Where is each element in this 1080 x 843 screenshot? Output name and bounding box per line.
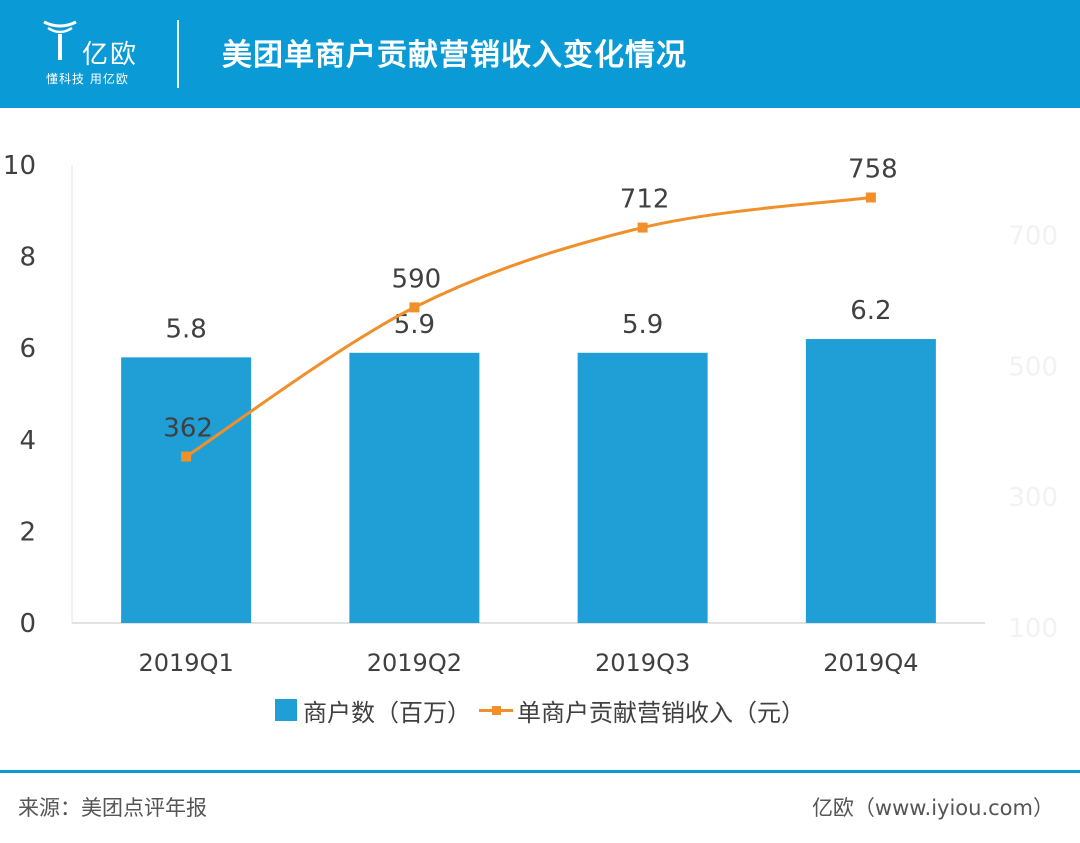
y-left-tick-label: 10: [3, 151, 36, 181]
legend-swatch-bar: [275, 699, 297, 721]
legend-label-bar: 商户数（百万）: [303, 698, 471, 727]
legend-swatch-line: [479, 699, 513, 721]
credit-note: 亿欧（www.iyiou.com）: [811, 796, 1054, 820]
bar: [349, 352, 480, 623]
line-point: [865, 192, 876, 203]
line-point: [637, 222, 648, 233]
line-value-label: 362: [163, 414, 213, 444]
line-value-label: 590: [392, 264, 442, 294]
legend-item-line: 单商户贡献营销收入（元）: [479, 693, 805, 728]
bar-value-label: 5.8: [165, 314, 206, 344]
y-right-tick-label: 300: [1008, 483, 1058, 513]
bar-value-label: 5.9: [622, 310, 663, 340]
y-right-tick-label: 100: [1008, 614, 1058, 644]
y-left-tick-label: 6: [19, 334, 36, 364]
x-tick-label: 2019Q4: [823, 649, 918, 677]
header-divider: [177, 20, 179, 88]
line-point: [181, 451, 192, 462]
x-tick-label: 2019Q2: [367, 649, 462, 677]
y-left-tick-label: 2: [19, 517, 36, 547]
bar-value-label: 6.2: [850, 296, 891, 326]
footer-divider: [0, 770, 1080, 773]
source-note: 来源：美团点评年报: [18, 796, 207, 820]
y-left-tick-label: 8: [19, 243, 36, 273]
x-tick-label: 2019Q1: [139, 649, 234, 677]
header-bar: 亿欧 懂科技 用亿欧 美团单商户贡献营销收入变化情况: [0, 0, 1080, 108]
iyiou-logo-icon: [43, 20, 77, 60]
logo-name: 亿欧: [82, 40, 139, 70]
logo-slogan: 懂科技 用亿欧: [46, 72, 129, 86]
y-left-tick-label: 4: [19, 426, 36, 456]
chart-legend: 商户数（百万） 单商户贡献营销收入（元）: [0, 693, 1080, 727]
y-right-tick-label: 500: [1008, 352, 1058, 382]
y-right-tick-label: 700: [1008, 221, 1058, 251]
line-value-label: 712: [620, 185, 670, 215]
line-series-path: [185, 195, 872, 458]
logo: 亿欧 懂科技 用亿欧: [38, 14, 148, 94]
bar: [577, 352, 708, 623]
line-value-label: 758: [848, 154, 898, 184]
y-left-tick-label: 0: [19, 609, 36, 639]
bar: [805, 339, 936, 623]
combo-chart: 02468101003005007005.82019Q15.92019Q25.9…: [3, 151, 1058, 677]
line-point: [409, 302, 420, 313]
page-title: 美团单商户贡献营销收入变化情况: [222, 38, 687, 73]
legend-label-line: 单商户贡献营销收入（元）: [517, 698, 805, 727]
legend-item-bar: 商户数（百万）: [275, 693, 471, 728]
bar: [121, 357, 252, 623]
x-tick-label: 2019Q3: [595, 649, 690, 677]
